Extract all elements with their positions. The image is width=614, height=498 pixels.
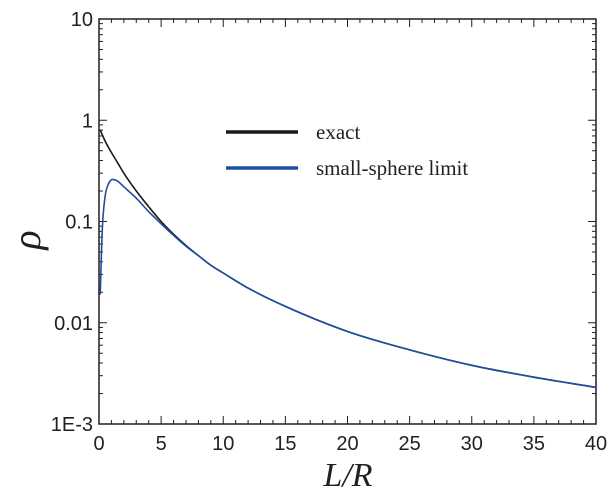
x-tick-label: 5 <box>156 433 167 455</box>
legend-label: exact <box>316 120 360 144</box>
axes <box>98 18 597 425</box>
y-tick-label: 0.1 <box>65 212 93 234</box>
x-tick-label: 40 <box>585 433 607 455</box>
x-tick-label: 20 <box>336 433 358 455</box>
plot-area <box>99 129 597 389</box>
x-tick-label: 30 <box>461 433 483 455</box>
legend-label: small-sphere limit <box>316 156 468 180</box>
x-tick-label: 25 <box>399 433 421 455</box>
y-tick-label: 1 <box>82 110 93 132</box>
x-axis-label: L/R <box>322 457 372 494</box>
y-axis-label: ρ <box>4 230 49 251</box>
legend: exact small-sphere limit <box>226 120 468 180</box>
x-tick-label: 0 <box>93 433 104 455</box>
y-tick-label: 10 <box>71 9 93 31</box>
plot-frame <box>98 18 597 425</box>
y-tick-label: 1E-3 <box>51 414 93 436</box>
x-tick-label: 10 <box>212 433 234 455</box>
x-tick-label: 35 <box>523 433 545 455</box>
tick-labels: 0 5 10 15 20 25 30 35 40 1E-3 0.01 0.1 1 10 <box>51 9 607 455</box>
y-tick-label: 0.01 <box>54 313 93 335</box>
x-tick-label: 15 <box>274 433 296 455</box>
series-line-small-sphere-limit <box>99 178 597 389</box>
